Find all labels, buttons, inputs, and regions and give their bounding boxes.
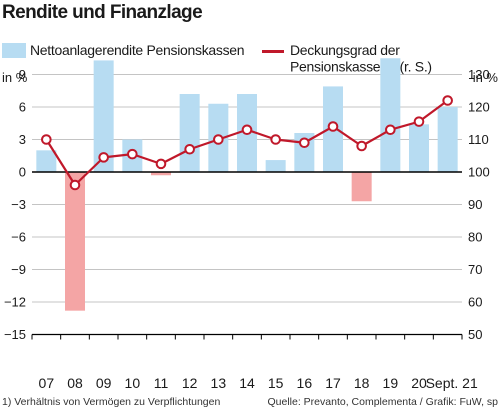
y-tick-label-left: −6 <box>11 230 26 245</box>
legend-swatch-bar <box>2 43 26 58</box>
y-tick-label-right: 80 <box>468 230 482 245</box>
source-credit: Quelle: Prevanto, Complementa / Grafik: … <box>267 396 498 408</box>
bar-layer <box>36 58 458 311</box>
x-tick-label: 14 <box>239 375 255 391</box>
bar <box>36 150 57 172</box>
x-tick-label: 11 <box>154 375 169 391</box>
x-tick-label: 07 <box>39 375 55 391</box>
y-ticks-left: −15 −12 −9 −6 −3 0 3 6 9 <box>4 67 26 342</box>
legend-line-suffix: (r. S.) <box>396 58 432 75</box>
legend-label-bar: Nettoanlagerendite Pensionskassen <box>30 42 245 58</box>
line-marker <box>127 148 138 160</box>
bar <box>437 107 458 172</box>
y-tick-label-right: 90 <box>468 197 482 212</box>
bar <box>409 124 429 172</box>
y-tick-label-right: 100 <box>468 165 490 180</box>
x-tick-label: 19 <box>383 375 399 391</box>
legend-label-line: Deckungsgrad der Pensionskassen 1 (r. S.… <box>290 42 500 75</box>
chart-title: Rendite und Finanzlage <box>2 2 203 23</box>
line-marker <box>442 95 453 106</box>
x-tick-label: 13 <box>211 375 227 391</box>
line-marker <box>184 143 195 155</box>
bar <box>179 94 200 172</box>
legend-line-text: Deckungsgrad der Pensionskassen <box>290 42 400 75</box>
line-marker <box>241 124 253 136</box>
bar <box>380 58 401 172</box>
y-tick-label-left: 3 <box>19 132 26 147</box>
x-tick-label: 09 <box>96 375 112 391</box>
bar <box>351 172 372 202</box>
bar <box>93 60 114 172</box>
y-tick-label-left: −12 <box>4 295 26 310</box>
y-tick-label-left: 9 <box>19 67 26 82</box>
y-tick-label-right: 70 <box>468 262 482 277</box>
line-marker <box>356 140 367 152</box>
line-marker <box>299 137 310 149</box>
axis-layer <box>31 171 463 340</box>
footnote: 1) Verhältnis von Vermögen zu Verpflicht… <box>2 396 221 408</box>
y-tick-label-left: 0 <box>19 165 26 180</box>
x-tick-label: 18 <box>354 375 370 391</box>
line-marker <box>270 134 281 145</box>
line-marker <box>41 134 52 145</box>
line-layer <box>41 95 453 191</box>
right-axis-unit: in % <box>472 70 498 85</box>
left-axis-unit: in % <box>2 70 28 85</box>
y-tick-label-left: 6 <box>19 100 26 115</box>
line-marker <box>155 158 167 170</box>
y-tick-label-left: −15 <box>4 327 26 342</box>
x-tick-label: 08 <box>67 375 83 391</box>
y-tick-label-left: −3 <box>11 197 26 212</box>
y-tick-label-right: 60 <box>468 295 482 310</box>
line-marker <box>69 179 81 191</box>
y-tick-label-left: −9 <box>11 262 26 277</box>
x-tick-label: 12 <box>182 375 198 391</box>
x-tick-label: Sept. 21 <box>426 375 478 391</box>
line-marker <box>413 116 425 127</box>
line-marker <box>98 152 109 163</box>
bar <box>151 172 171 176</box>
y-tick-label-right: 120 <box>468 100 490 115</box>
line-marker <box>385 124 396 136</box>
bar <box>265 160 286 172</box>
x-tick-label: 20 <box>411 375 427 391</box>
y-tick-label-right: 110 <box>468 132 489 147</box>
y-tick-label-right: 130 <box>468 67 490 82</box>
x-tick-label: 10 <box>125 375 141 391</box>
legend: Nettoanlagerendite Pensionskassen Deckun… <box>0 42 500 75</box>
x-tick-label: 15 <box>268 375 284 391</box>
legend-swatch-line <box>262 50 284 53</box>
bar <box>65 172 85 311</box>
y-ticks-right: 50 60 70 80 90 100 110 120 130 <box>468 67 490 342</box>
x-tick-label: 17 <box>325 375 341 391</box>
line-marker <box>213 134 224 145</box>
line-marker <box>327 121 339 132</box>
x-tick-label: 16 <box>297 375 313 391</box>
y-tick-label-right: 50 <box>468 327 482 342</box>
